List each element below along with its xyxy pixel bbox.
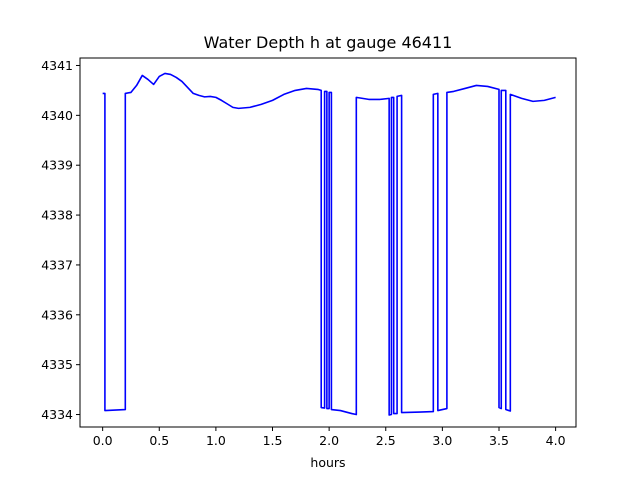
x-tick-label: 1.0 [206, 433, 226, 448]
y-tick-label: 4339 [41, 158, 73, 173]
axes-frame [79, 57, 577, 428]
y-tick-label: 4337 [41, 257, 73, 272]
y-tick-label: 4341 [41, 58, 73, 73]
series-line-0 [102, 72, 556, 416]
x-tick-label: 0.5 [149, 433, 169, 448]
x-tick-label: 1.5 [263, 433, 283, 448]
x-tick-label: 2.5 [376, 433, 396, 448]
x-axis: 0.0 0.5 1.0 1.5 2.0 2.5 3.0 3.5 4.0 [93, 427, 566, 448]
y-tick-label: 4340 [41, 108, 73, 123]
y-tick-label: 4338 [41, 208, 73, 223]
x-tick-label: 3.5 [489, 433, 509, 448]
plot-area [102, 72, 556, 416]
y-tick-label: 4335 [41, 357, 73, 372]
y-axis: 4334 4335 4336 4337 4338 4339 4340 4341 [41, 58, 80, 422]
x-tick-label: 0.0 [93, 433, 113, 448]
x-tick-label: 2.0 [319, 433, 339, 448]
x-tick-label: 4.0 [546, 433, 566, 448]
x-axis-label: hours [310, 455, 345, 470]
chart-title: Water Depth h at gauge 46411 [204, 33, 453, 52]
x-tick-label: 3.0 [432, 433, 452, 448]
y-tick-label: 4336 [41, 307, 73, 322]
y-tick-label: 4334 [41, 407, 73, 422]
